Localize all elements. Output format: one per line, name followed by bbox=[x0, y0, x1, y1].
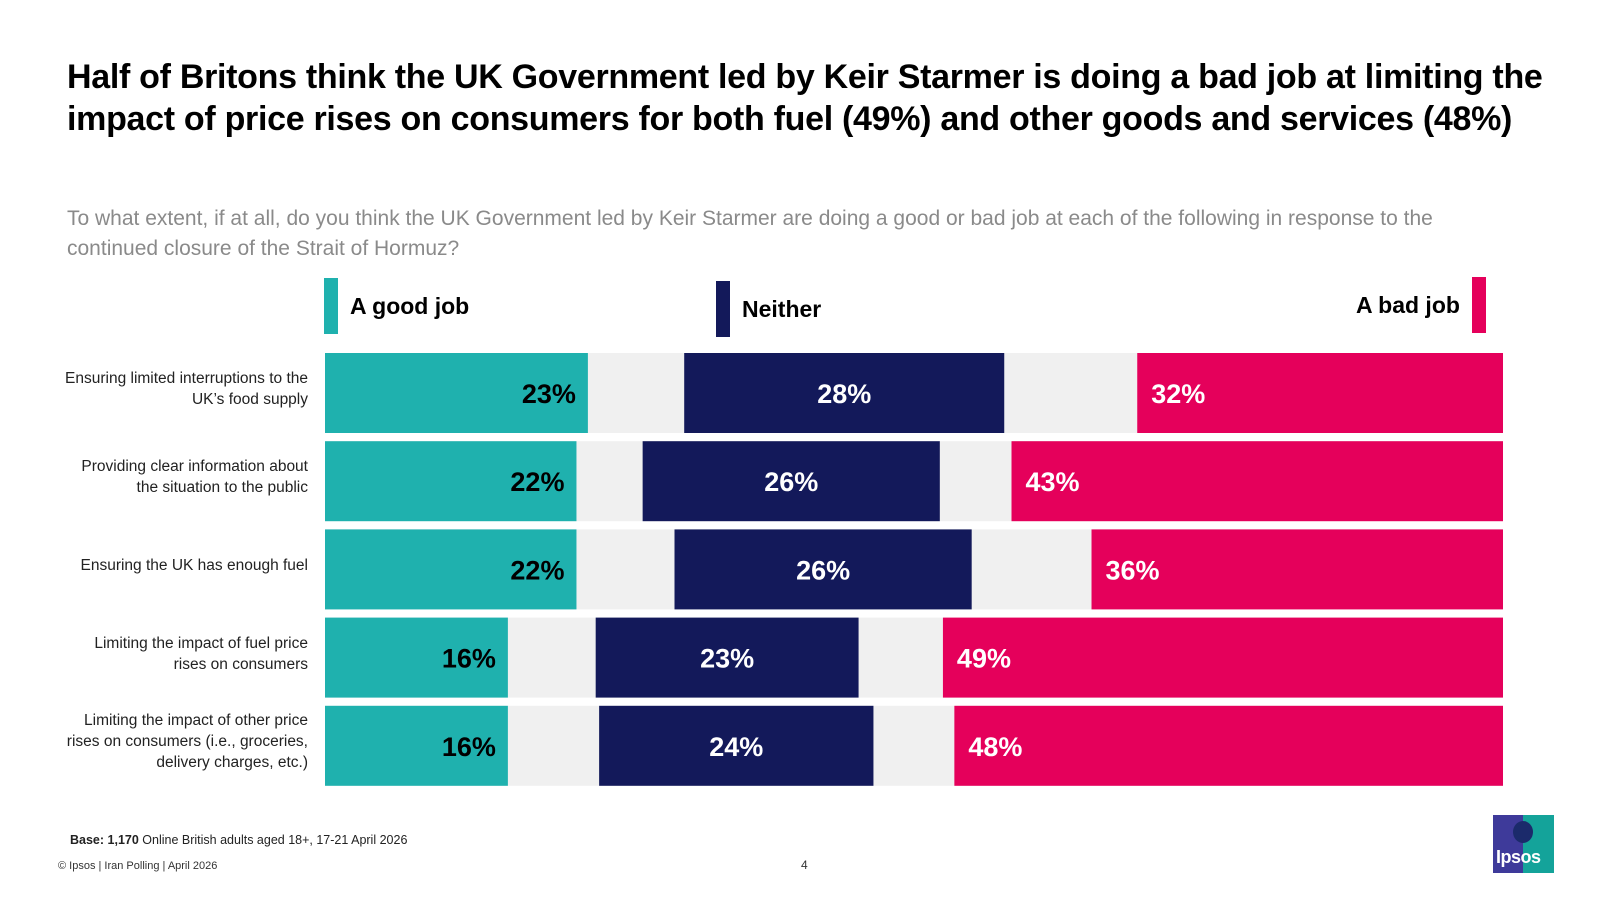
data-label-good: 22% bbox=[510, 467, 564, 497]
bar-bad-job bbox=[942, 617, 1503, 698]
question-subtitle: To what extent, if at all, do you think … bbox=[67, 207, 1433, 260]
copyright: © Ipsos | Iran Polling | April 2026 bbox=[58, 860, 218, 872]
bar-good-job bbox=[325, 529, 577, 610]
legend-label-good: A good job bbox=[350, 292, 470, 319]
row-label: Limiting the impact of other price rises… bbox=[66, 712, 308, 772]
row-label: Ensuring the UK has enough fuel bbox=[80, 556, 309, 574]
logo-text: Ipsos bbox=[1496, 847, 1541, 867]
legend-swatch-neither bbox=[716, 281, 730, 337]
bar-bad-job bbox=[1011, 441, 1503, 522]
bar-neither bbox=[595, 617, 859, 698]
base-note: Base: 1,170 Online British adults aged 1… bbox=[70, 833, 407, 847]
page-number: 4 bbox=[801, 858, 808, 872]
row-label: Ensuring limited interruptions to the UK… bbox=[65, 370, 308, 408]
bar-neither bbox=[642, 441, 940, 522]
data-label-neither: 26% bbox=[764, 467, 818, 497]
data-label-good: 22% bbox=[510, 555, 564, 585]
bar-neither bbox=[599, 705, 874, 786]
bar-good-job bbox=[325, 441, 577, 522]
ipsos-logo: Ipsos bbox=[1493, 815, 1554, 873]
logo-head-icon bbox=[1513, 821, 1533, 843]
data-label-neither: 23% bbox=[700, 644, 754, 674]
bar-bad-job bbox=[954, 705, 1503, 786]
data-label-good: 16% bbox=[442, 644, 496, 674]
legend-swatch-good bbox=[324, 278, 338, 334]
data-label-bad: 32% bbox=[1151, 379, 1205, 409]
legend-label-neither: Neither bbox=[742, 295, 822, 322]
row-label: Providing clear information about the si… bbox=[81, 458, 308, 497]
data-label-neither: 28% bbox=[817, 379, 871, 409]
bar-good-job bbox=[325, 353, 588, 433]
bar-bad-job bbox=[1091, 529, 1503, 610]
bar-good-job bbox=[325, 617, 508, 698]
data-label-bad: 48% bbox=[968, 732, 1022, 762]
data-label-neither: 26% bbox=[796, 555, 850, 585]
data-label-bad: 36% bbox=[1106, 555, 1160, 585]
data-label-bad: 43% bbox=[1026, 467, 1080, 497]
legend-bad-job: A bad job bbox=[1356, 277, 1486, 333]
bar-good-job bbox=[325, 705, 508, 786]
data-label-good: 23% bbox=[522, 379, 576, 409]
bar-neither bbox=[674, 529, 972, 610]
legend-label-bad: A bad job bbox=[1356, 291, 1460, 318]
legend-swatch-bad bbox=[1471, 277, 1486, 333]
data-label-neither: 24% bbox=[709, 732, 763, 762]
base-count: Base: 1,170 bbox=[70, 833, 139, 847]
legend-good-job: A good job bbox=[324, 278, 469, 334]
row-label: Limiting the impact of fuel price rises … bbox=[94, 634, 308, 673]
bar-neither bbox=[684, 353, 1005, 433]
bar-bad-job bbox=[1137, 353, 1503, 433]
data-label-good: 16% bbox=[442, 732, 496, 762]
base-description: Online British adults aged 18+, 17-21 Ap… bbox=[138, 833, 408, 847]
chart-title: Half of Britons think the UK Government … bbox=[67, 58, 1543, 138]
data-label-bad: 49% bbox=[957, 644, 1011, 674]
legend-neither: Neither bbox=[716, 281, 821, 337]
